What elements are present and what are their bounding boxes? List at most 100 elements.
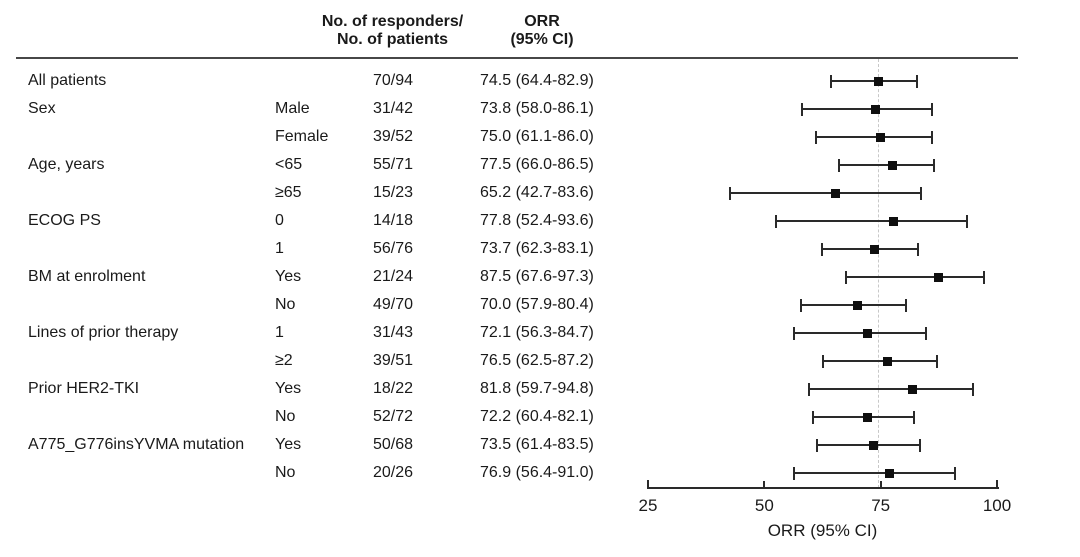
ci-cap-right [919,438,922,452]
orr-ci-value: 77.5 (66.0-86.5) [480,156,594,173]
reference-line [877,59,879,488]
orr-ci-value: 72.1 (56.3-84.7) [480,324,594,341]
ci-cap-left [845,270,848,284]
group-label: Sex [28,100,56,117]
x-axis-title: ORR (95% CI) [767,521,878,540]
subgroup-label: 1 [275,240,284,257]
ratio-value: 49/70 [372,296,414,313]
x-axis-line [648,487,999,489]
group-label: Prior HER2-TKI [28,380,140,397]
point-estimate-marker [852,300,862,310]
point-estimate-marker [883,356,893,366]
ratio-value: 55/71 [372,156,414,173]
ci-cap-right [917,242,920,256]
subgroup-label: Yes [275,268,302,285]
ratio-value: 39/52 [372,128,414,145]
orr-ci-value: 81.8 (59.7-94.8) [480,380,594,397]
orr-ci-value: 74.5 (64.4-82.9) [480,72,594,89]
ratio-value: 39/51 [372,352,414,369]
ci-cap-right [912,410,915,424]
ratio-value: 15/23 [372,184,414,201]
ci-cap-left [811,410,814,424]
group-label: ECOG PS [28,212,101,229]
group-label: Age, years [28,156,105,173]
point-estimate-marker [889,216,899,226]
point-estimate-marker [869,440,879,450]
ci-whisker [730,192,921,194]
column-header-orr: ORR (95% CI) [467,13,617,49]
ci-cap-left [800,102,803,116]
ci-cap-left [816,438,819,452]
ci-whisker [821,248,919,250]
x-axis-tick-label: 25 [638,496,658,515]
ci-cap-right [936,354,939,368]
ci-cap-left [808,382,811,396]
ci-cap-right [966,214,969,228]
ci-cap-left [837,158,840,172]
subgroup-label: 1 [275,324,284,341]
subgroup-label: Yes [275,436,302,453]
orr-ci-value: 70.0 (57.9-80.4) [480,296,594,313]
group-label: All patients [28,72,107,89]
subgroup-label: No [275,296,296,313]
ratio-value: 18/22 [372,380,414,397]
column-header-responders-line2: No. of patients [336,31,449,48]
ci-cap-right [919,186,922,200]
ci-cap-left [800,298,803,312]
subgroup-label: Female [275,128,329,145]
point-estimate-marker [876,132,886,142]
x-axis-tick [647,480,649,489]
ratio-value: 21/24 [372,268,414,285]
ci-whisker [846,276,985,278]
ci-cap-right [983,270,986,284]
x-axis-tick [996,480,998,489]
ratio-value: 31/43 [372,324,414,341]
ci-whisker [815,136,932,138]
column-header-responders: No. of responders/ No. of patients [300,13,485,49]
group-label: Lines of prior therapy [28,324,179,341]
orr-ci-value: 72.2 (60.4-82.1) [480,408,594,425]
x-axis-tick [763,481,766,489]
point-estimate-marker [862,328,872,338]
ci-cap-left [814,130,817,144]
ci-whisker [793,332,926,334]
subgroup-label: Yes [275,380,302,397]
column-header-responders-line1: No. of responders/ [321,13,464,30]
ci-cap-left [820,242,823,256]
orr-ci-value: 73.8 (58.0-86.1) [480,100,594,117]
subgroup-label: 0 [275,212,284,229]
x-axis-tick [879,481,882,489]
subgroup-label: No [275,408,296,425]
ratio-value: 20/26 [372,464,414,481]
subgroup-label: Male [275,100,310,117]
ci-cap-right [931,102,934,116]
ratio-value: 56/76 [372,240,414,257]
orr-ci-value: 76.5 (62.5-87.2) [480,352,594,369]
ci-cap-right [916,74,919,88]
ci-cap-left [793,466,796,480]
ci-whisker [817,444,921,446]
ratio-value: 70/94 [372,72,414,89]
orr-ci-value: 87.5 (67.6-97.3) [480,268,594,285]
subgroup-label: <65 [275,156,303,173]
ratio-value: 14/18 [372,212,414,229]
ci-cap-right [924,326,927,340]
column-header-orr-line1: ORR [524,13,560,30]
ratio-value: 31/42 [372,100,414,117]
point-estimate-marker [830,188,840,198]
group-label: BM at enrolment [28,268,146,285]
point-estimate-marker [870,104,880,114]
column-header-orr-line2: (95% CI) [510,31,574,48]
ci-cap-right [933,158,936,172]
ci-cap-right [904,298,907,312]
x-axis-tick-label: 75 [871,496,891,515]
ci-whisker [801,108,933,110]
point-estimate-marker [934,272,944,282]
subgroup-label: ≥2 [275,352,293,369]
point-estimate-marker [907,384,917,394]
ci-whisker [775,220,968,222]
ci-cap-right [954,466,957,480]
ci-cap-left [729,186,732,200]
ratio-value: 50/68 [372,436,414,453]
